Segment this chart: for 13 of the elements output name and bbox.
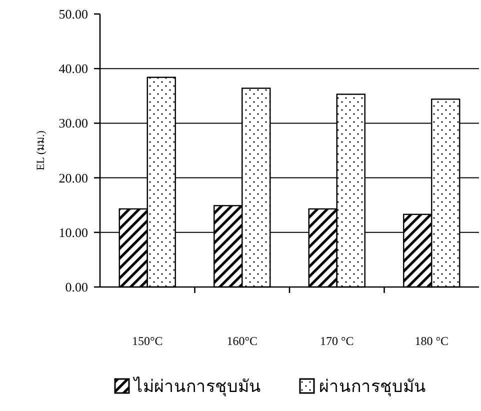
y-tick-label: 0.00 [65,280,88,294]
x-tick-label: 150°C [132,334,163,348]
y-tick-label: 40.00 [58,61,88,76]
x-tick-label: 160°C [226,334,258,348]
y-tick-label: 20.00 [58,170,88,186]
y-axis-title: EL (มม.) [35,130,47,170]
x-tick-label: 180 °C [414,334,449,348]
y-tick-label: 30.00 [58,116,88,131]
y-tick-label: 10.00 [58,224,88,240]
x-tick-label: 170 °C [320,334,354,348]
y-tick-label: 50.00 [58,6,88,22]
legend-label: ผ่านการชุบมัน [319,377,426,397]
legend-label: ไม่ผ่านการชุบมัน [132,376,261,397]
